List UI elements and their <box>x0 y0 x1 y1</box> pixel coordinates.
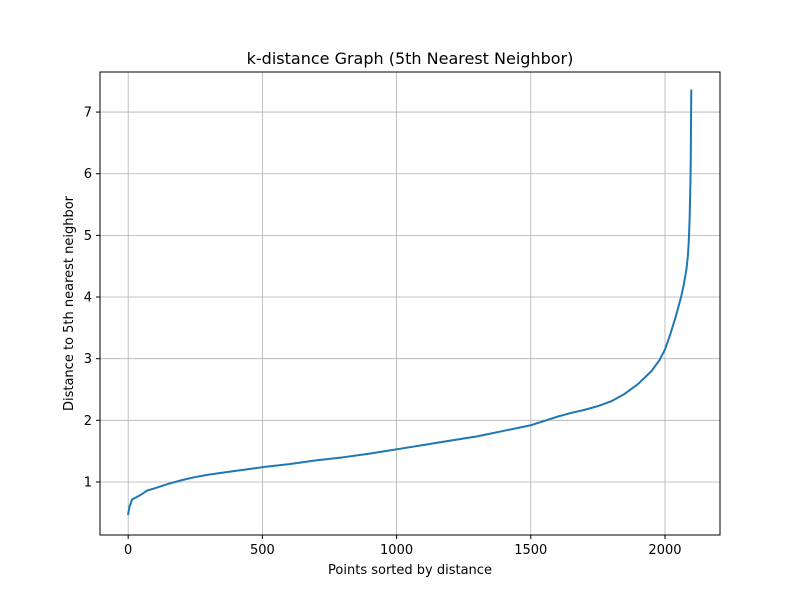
y-tick-label: 5 <box>84 229 92 244</box>
chart-title: k-distance Graph (5th Nearest Neighbor) <box>247 49 574 68</box>
x-tick-label: 2000 <box>648 543 681 558</box>
axes-frame <box>99 71 721 536</box>
y-axis: 1 2 3 4 5 6 7 <box>84 106 100 490</box>
y-axis-label: Distance to 5th nearest neighbor <box>62 195 77 411</box>
grid <box>100 72 720 535</box>
y-tick-label: 7 <box>84 106 92 121</box>
x-tick-label: 0 <box>124 543 132 558</box>
x-axis-label: Points sorted by distance <box>328 563 492 578</box>
series-line <box>127 89 693 516</box>
x-axis: 0 500 1000 1500 2000 <box>124 535 682 558</box>
x-tick-label: 500 <box>250 543 275 558</box>
y-tick-label: 1 <box>84 475 92 490</box>
x-tick-label: 1500 <box>514 543 547 558</box>
plot-area <box>127 89 693 516</box>
y-tick-label: 6 <box>84 167 92 182</box>
y-tick-label: 4 <box>84 291 92 306</box>
x-tick-label: 1000 <box>380 543 413 558</box>
y-tick-label: 2 <box>84 414 92 429</box>
y-tick-label: 3 <box>84 352 92 367</box>
